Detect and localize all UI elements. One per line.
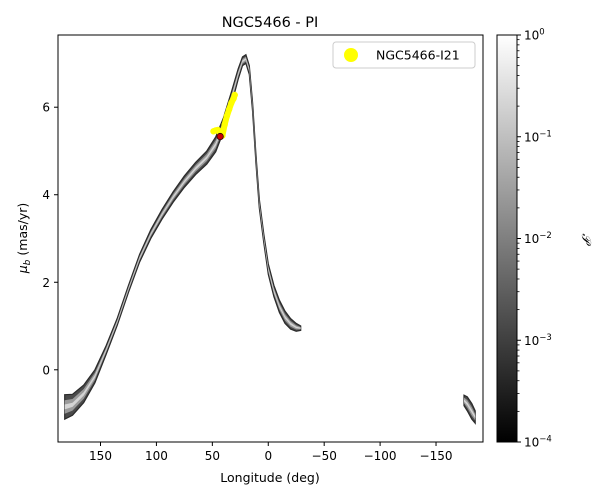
- colorbar-tick-label: 100: [524, 28, 545, 43]
- y-tick-label: 6: [42, 101, 50, 115]
- x-tick-label: 100: [145, 449, 168, 463]
- stream-band-core: [64, 58, 301, 410]
- cluster-track-layer: [210, 91, 238, 141]
- colorbar-tick-label: 10−2: [524, 231, 552, 246]
- colorbar-ticks: 100 10−1 10−2 10−3 10−4: [517, 28, 552, 450]
- colorbar-tick-label: 10−3: [524, 333, 552, 348]
- cluster-track-point: [225, 106, 233, 113]
- colorbar-gradient: [496, 34, 518, 443]
- x-tick-label: −100: [364, 449, 397, 463]
- legend-label: NGC5466-I21: [376, 48, 460, 63]
- y-axis-label-unit: (mas/yr): [15, 203, 30, 256]
- colorbar: 100 10−1 10−2 10−3 10−4 𝒫: [496, 28, 593, 450]
- colorbar-tick-label: 10−4: [524, 435, 552, 450]
- x-tick-label: 0: [264, 449, 272, 463]
- cluster-track-point: [223, 112, 231, 120]
- y-tick-label: 0: [42, 363, 50, 377]
- x-tick-label: −150: [420, 449, 453, 463]
- axes-frame: [57, 34, 484, 443]
- stream-band-layer: [64, 53, 476, 425]
- x-axis-ticks: 150 100 50 0 −50 −100 −150: [89, 442, 453, 463]
- x-tick-label: 50: [205, 449, 220, 463]
- legend-box: [332, 41, 476, 69]
- x-tick-label: −50: [312, 449, 337, 463]
- legend: NGC5466-I21: [332, 41, 476, 69]
- x-axis-label: Longitude (deg): [220, 470, 319, 485]
- y-axis-label-symbol: μ: [15, 265, 30, 274]
- y-axis-label-subscript: b: [23, 259, 33, 265]
- chart-title: NGC5466 - PI: [222, 15, 319, 31]
- y-axis-label: μb (mas/yr): [15, 203, 33, 275]
- cluster-track-point: [221, 121, 228, 128]
- cluster-position-marker: [216, 132, 224, 141]
- y-tick-label: 4: [42, 188, 50, 202]
- y-tick-label: 2: [42, 276, 50, 290]
- colorbar-label: 𝒫: [578, 233, 593, 246]
- stream-band-wrap-core: [464, 399, 476, 419]
- cluster-track-point: [231, 91, 238, 99]
- y-axis-ticks: 0 2 4 6: [42, 101, 58, 377]
- colorbar-tick-label: 10−1: [524, 129, 552, 144]
- legend-marker: [344, 48, 358, 62]
- x-tick-label: 150: [89, 449, 112, 463]
- plot-area: [64, 53, 476, 425]
